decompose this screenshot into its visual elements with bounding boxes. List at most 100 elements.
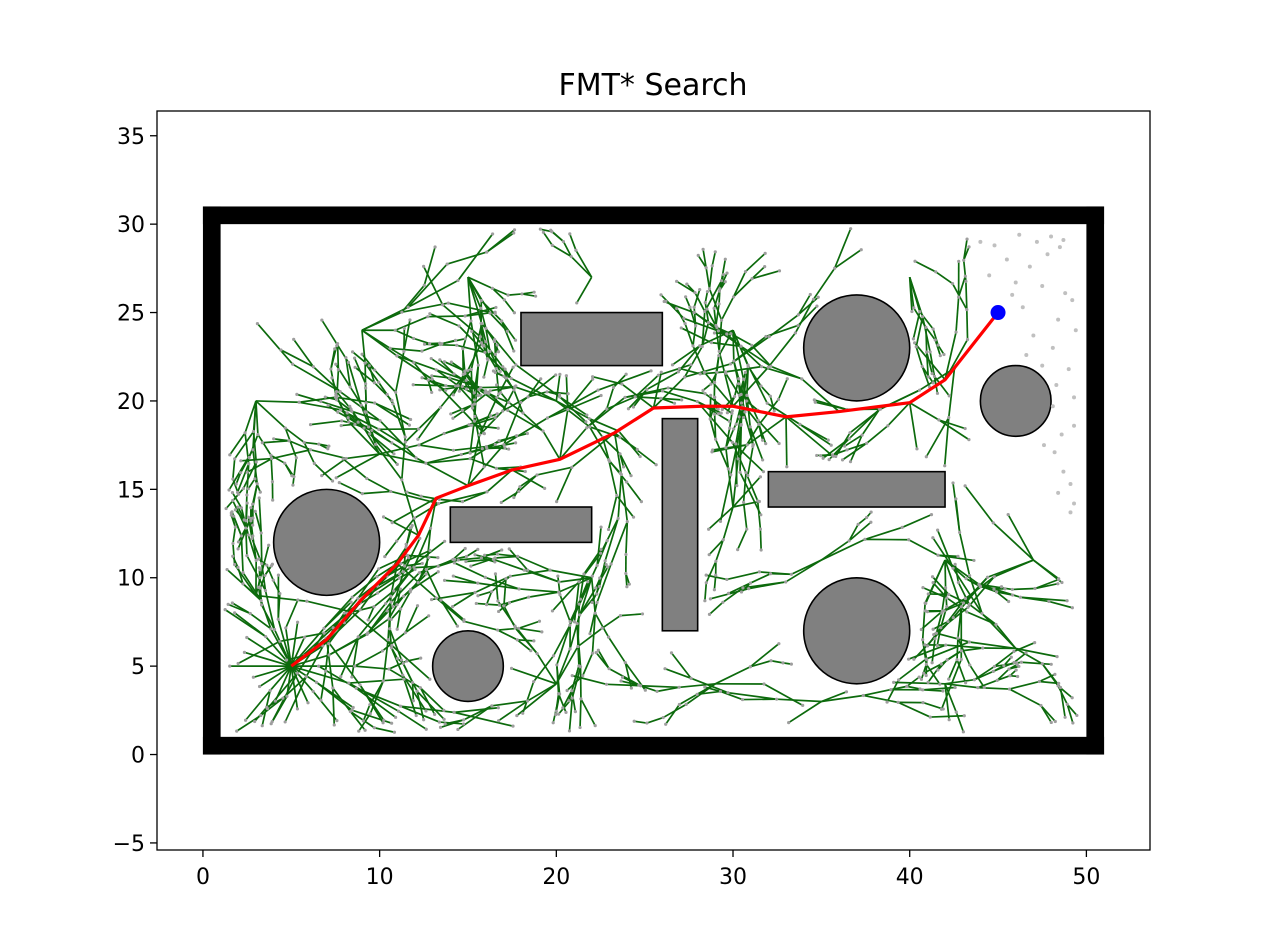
tree-edge [485,591,493,605]
tree-edge [347,416,365,429]
tree-node [453,338,458,342]
tree-edge [237,518,252,550]
circle-obstacle [272,488,381,597]
tree-node [739,423,743,427]
tree-node [497,609,501,614]
tree-node [759,513,763,517]
goal-marker [990,305,1006,321]
tree-node [389,600,393,604]
tree-node [575,622,579,626]
unvisited-sample [1017,232,1022,237]
tree-node [519,400,523,405]
tree-edge [624,662,633,689]
tree-edge [357,603,387,638]
tree-node [428,312,432,316]
tree-node [403,435,407,439]
boundary-walls [202,206,1105,755]
tree-node [991,669,995,673]
tree-edge [920,610,943,631]
tree-edge [947,659,958,680]
tree-edge [379,453,427,465]
tree-node [233,457,237,461]
tree-node [525,431,529,436]
x-axis: 0 10 20 30 40 50 [196,850,1100,890]
tree-node [579,697,583,701]
tree-node [844,690,849,694]
tree-node [305,599,309,603]
tree-node [269,627,273,631]
tree-node [920,364,924,369]
tree-node [370,428,374,433]
tree-node [514,441,518,445]
tree-node [451,574,455,578]
tree-node [399,658,404,662]
tree-node [463,371,467,376]
tree-node [244,519,248,523]
tree-edge [725,372,741,396]
tree-edge [931,638,936,663]
tree-edge [251,535,258,561]
tree-edge [258,497,263,533]
tree-node [412,336,416,341]
tree-node [228,664,232,668]
tree-edge [229,432,246,456]
tree-node [464,559,468,564]
tree-node [495,395,499,400]
tree-edge [1007,514,1035,561]
tree-node [438,358,442,362]
tree-node [438,405,442,410]
tree-node [577,580,581,584]
tree-node [745,527,749,531]
tree-edge [253,665,292,679]
tree-node [1058,685,1063,690]
tree-edge [409,568,428,593]
tree-edge [912,311,921,340]
tree-edge [519,474,538,488]
tree-edge [945,644,983,649]
tree-node [769,364,773,368]
tree-node [512,388,516,392]
tree-node [279,348,283,352]
tree-node [285,694,289,698]
tree-edge [1020,596,1050,603]
tree-node [847,436,851,441]
tree-node [619,679,623,683]
tree-edge [740,345,772,368]
tree-edge [964,485,994,524]
tree-node [705,307,709,311]
tree-node [360,492,364,496]
tree-node [995,678,999,682]
tree-edge [438,490,488,505]
tree-node [764,442,768,446]
tree-edge [714,438,730,470]
tree-edge [559,409,569,460]
tree-edge [957,275,967,298]
tree-node [585,413,589,417]
tree-node [231,498,235,503]
tree-edge [1034,582,1059,590]
tree-node [460,408,464,412]
tree-node [390,643,394,648]
tree-edge [993,650,1015,668]
tree-node [346,360,351,365]
tree-node [233,508,237,512]
tree-edge [474,553,494,561]
tree-node [726,467,730,471]
tree-node [372,381,377,385]
tree-edge [886,679,900,703]
tree-node [604,682,609,686]
circle-obstacle [979,364,1052,438]
tree-edge [246,636,292,667]
tree-edge [511,469,546,490]
tree-node [451,393,455,397]
tree-node [247,462,251,466]
tree-edge [367,606,375,621]
tree-node [512,349,516,353]
tree-edge [726,396,736,414]
tree-edge [720,296,735,321]
tree-edge [704,392,733,415]
tree-node [947,718,951,722]
tree-node [526,395,530,399]
tree-node [376,591,380,595]
tree-edge [995,591,1010,603]
